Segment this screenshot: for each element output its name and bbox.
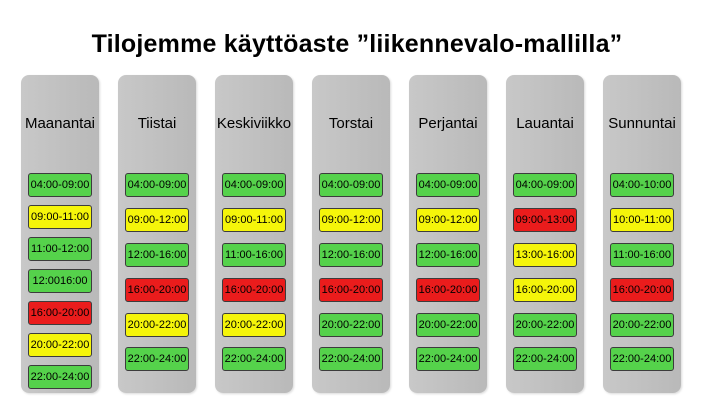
time-slot: 04:00-10:00	[610, 173, 674, 197]
day-name: Tiistai	[137, 115, 177, 132]
day-column-5: Lauantai 04:00-09:00 09:00-13:00 13:00-16:0…	[506, 75, 584, 393]
time-slot: 22:00-24:00	[28, 365, 92, 389]
day-column-4: Perjantai 04:00-09:00 09:00-12:00 12:00-16:…	[409, 75, 487, 393]
time-slot: 13:00-16:00	[513, 243, 577, 267]
time-slot: 20:00-22:00	[222, 313, 286, 337]
time-slot: 20:00-22:00	[513, 313, 577, 337]
day-column-2: Keskiviikko 04:00-09:00 09:00-11:00 11:00-1…	[215, 75, 293, 393]
day-column-6: Sunnuntai 04:00-10:00 10:00-11:00 11:00-16:…	[603, 75, 681, 393]
time-slot: 22:00-24:00	[319, 347, 383, 371]
time-slot: 16:00-20:00	[125, 278, 189, 302]
day-name: Perjantai	[418, 115, 478, 132]
day-column-1: Tiistai 04:00-09:00 09:00-12:00 12:00-16:00…	[118, 75, 196, 393]
time-slot: 09:00-13:00	[513, 208, 577, 232]
time-slot: 22:00-24:00	[416, 347, 480, 371]
day-name: Keskiviikko	[216, 115, 292, 132]
time-slot: 11:00-16:00	[222, 243, 286, 267]
time-slot: 12:00-16:00	[416, 243, 480, 267]
time-slot: 09:00-11:00	[222, 208, 286, 232]
time-slot: 11:00-12:00	[28, 237, 92, 261]
time-slot: 22:00-24:00	[610, 347, 674, 371]
time-slot: 09:00-12:00	[125, 208, 189, 232]
day-column-0: Maanantai 04:00-09:00 09:00-11:00 11:00-12:…	[21, 75, 99, 393]
time-slot: 04:00-09:00	[125, 173, 189, 197]
time-slot: 04:00-09:00	[222, 173, 286, 197]
page-title: Tilojemme käyttöaste ”liikennevalo-malli…	[91, 30, 623, 58]
time-slot: 20:00-22:00	[125, 313, 189, 337]
time-slot: 04:00-09:00	[319, 173, 383, 197]
time-slot: 22:00-24:00	[125, 347, 189, 371]
time-slot: 09:00-11:00	[28, 205, 92, 229]
time-slot: 16:00-20:00	[416, 278, 480, 302]
day-column-3: Torstai 04:00-09:00 09:00-12:00 12:00-16:00…	[312, 75, 390, 393]
time-slot: 20:00-22:00	[416, 313, 480, 337]
time-slot: 16:00-20:00	[28, 301, 92, 325]
time-slot: 04:00-09:00	[513, 173, 577, 197]
time-slot: 12:00-16:00	[125, 243, 189, 267]
time-slot: 22:00-24:00	[222, 347, 286, 371]
time-slot: 16:00-20:00	[319, 278, 383, 302]
time-slot: 09:00-12:00	[319, 208, 383, 232]
day-name: Sunnuntai	[608, 115, 676, 132]
time-slot: 12:00-16:00	[319, 243, 383, 267]
day-name: Lauantai	[516, 115, 574, 132]
day-name: Maanantai	[24, 115, 96, 132]
time-slot: 10:00-11:00	[610, 208, 674, 232]
time-slot: 09:00-12:00	[416, 208, 480, 232]
day-name: Torstai	[328, 115, 374, 132]
time-slot: 20:00-22:00	[28, 333, 92, 357]
time-slot: 04:00-09:00	[28, 173, 92, 197]
time-slot: 16:00-20:00	[513, 278, 577, 302]
time-slot: 20:00-22:00	[610, 313, 674, 337]
time-slot: 20:00-22:00	[319, 313, 383, 337]
time-slot: 11:00-16:00	[610, 243, 674, 267]
time-slot: 22:00-24:00	[513, 347, 577, 371]
time-slot: 16:00-20:00	[222, 278, 286, 302]
time-slot: 04:00-09:00	[416, 173, 480, 197]
time-slot: 12:0016:00	[28, 269, 92, 293]
time-slot: 16:00-20:00	[610, 278, 674, 302]
